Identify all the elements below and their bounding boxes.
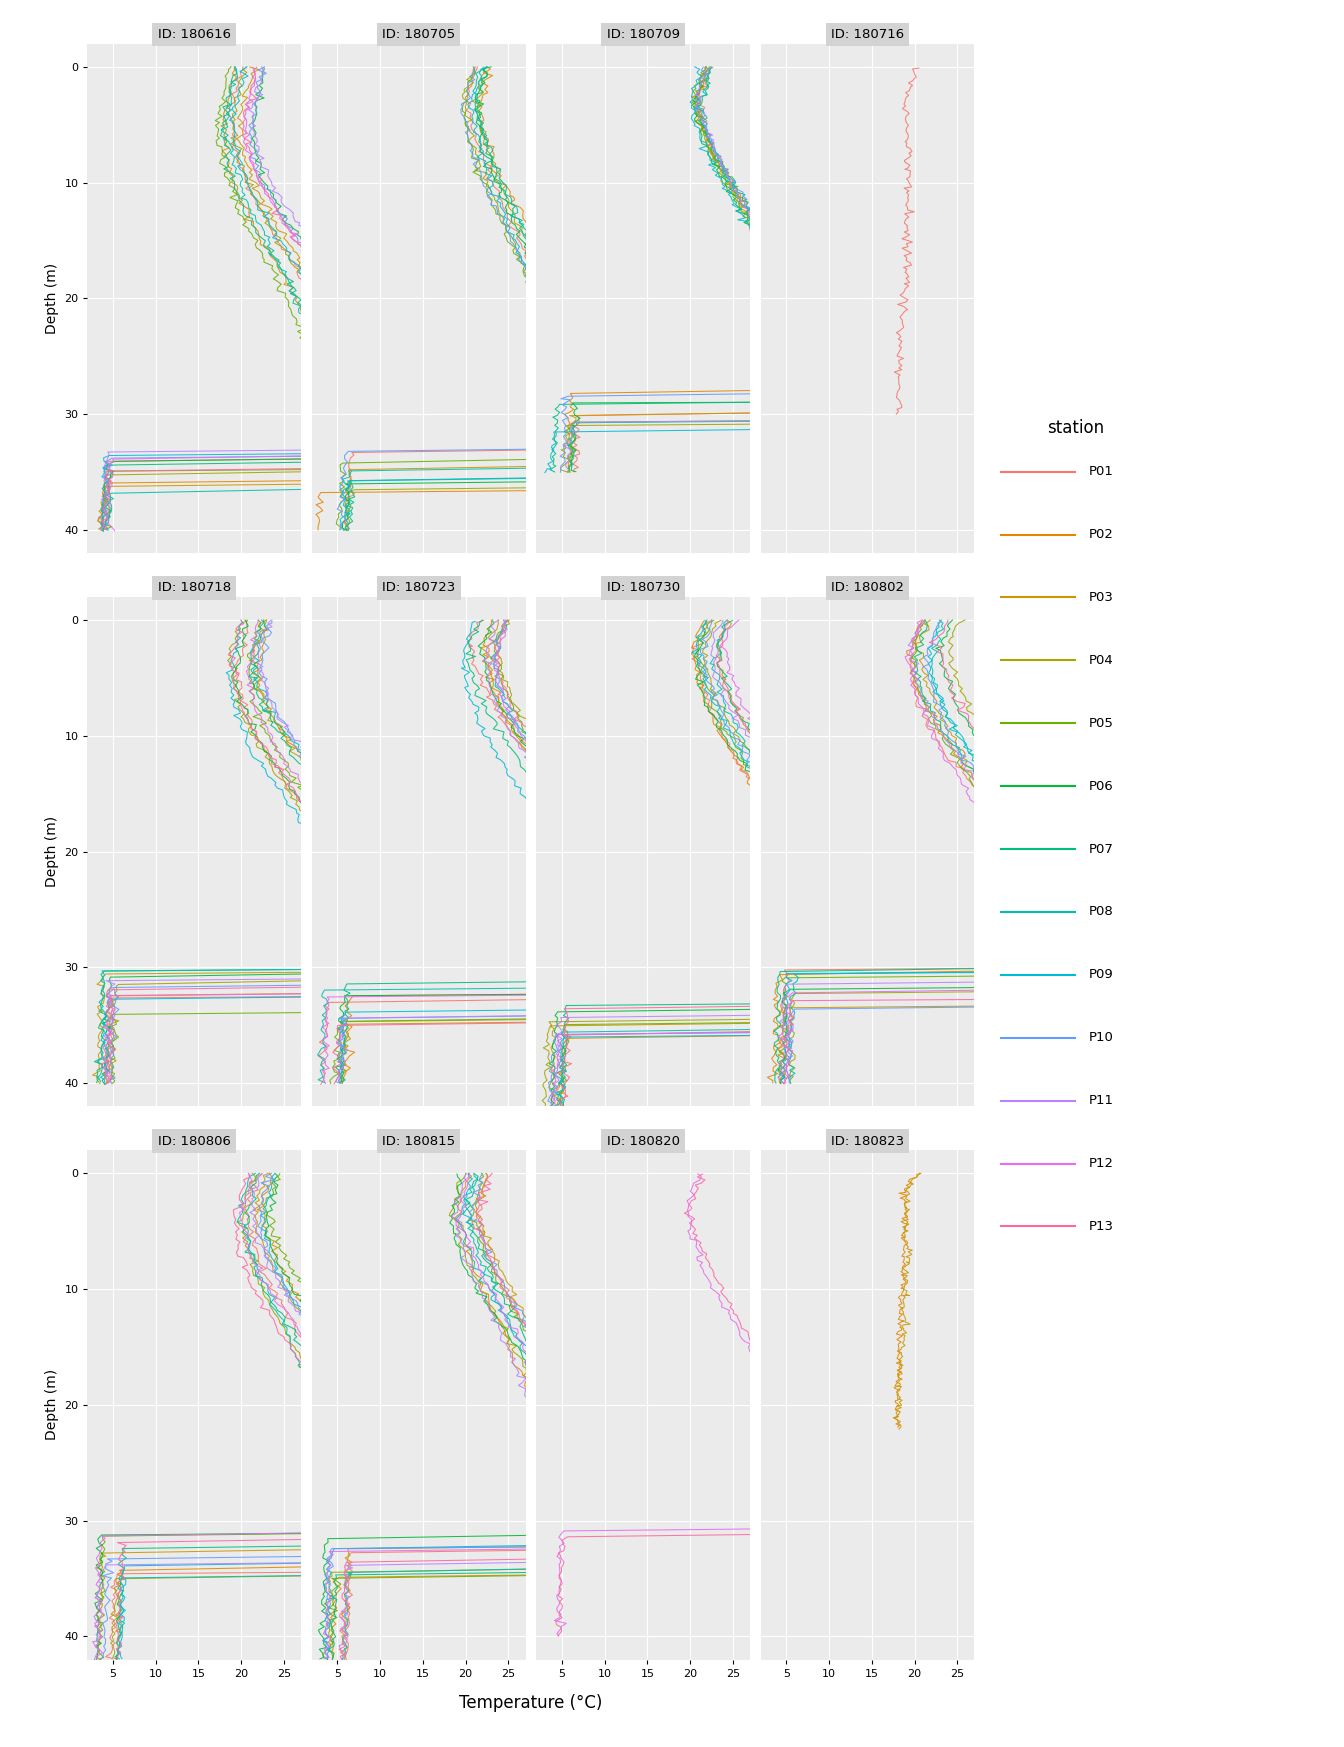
Title: ID: 180820: ID: 180820	[606, 1134, 680, 1148]
Y-axis label: Depth (m): Depth (m)	[44, 262, 59, 334]
Text: P07: P07	[1089, 842, 1114, 856]
Text: P01: P01	[1089, 465, 1114, 479]
Title: ID: 180823: ID: 180823	[831, 1134, 905, 1148]
Title: ID: 180730: ID: 180730	[606, 582, 680, 594]
Title: ID: 180709: ID: 180709	[606, 28, 680, 42]
Title: ID: 180806: ID: 180806	[157, 1134, 231, 1148]
Text: Temperature (°C): Temperature (°C)	[460, 1695, 602, 1712]
Title: ID: 180802: ID: 180802	[831, 582, 905, 594]
Text: P13: P13	[1089, 1219, 1114, 1233]
Title: ID: 180723: ID: 180723	[382, 582, 456, 594]
Title: ID: 180716: ID: 180716	[831, 28, 905, 42]
Text: P10: P10	[1089, 1031, 1114, 1045]
Text: P02: P02	[1089, 528, 1114, 542]
Text: P09: P09	[1089, 968, 1113, 982]
Text: station: station	[1047, 419, 1103, 437]
Text: P08: P08	[1089, 905, 1113, 919]
Text: P04: P04	[1089, 653, 1113, 667]
Y-axis label: Depth (m): Depth (m)	[44, 816, 59, 887]
Title: ID: 180718: ID: 180718	[157, 582, 231, 594]
Y-axis label: Depth (m): Depth (m)	[44, 1370, 59, 1441]
Title: ID: 180815: ID: 180815	[382, 1134, 456, 1148]
Text: P06: P06	[1089, 779, 1113, 793]
Text: P11: P11	[1089, 1094, 1114, 1108]
Text: P05: P05	[1089, 716, 1114, 730]
Title: ID: 180616: ID: 180616	[157, 28, 231, 42]
Title: ID: 180705: ID: 180705	[382, 28, 456, 42]
Text: P12: P12	[1089, 1157, 1114, 1170]
Text: P03: P03	[1089, 590, 1114, 604]
